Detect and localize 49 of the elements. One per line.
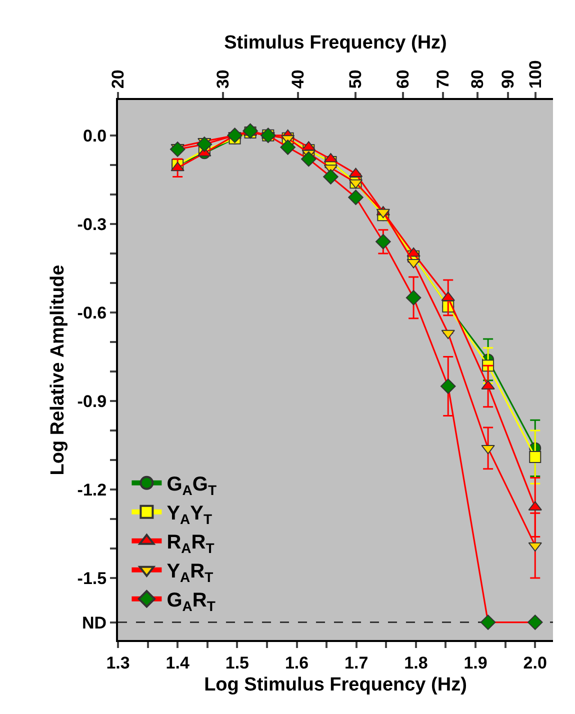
point — [227, 128, 242, 144]
x2-tick-label: 50 — [346, 70, 366, 89]
y-tick-label: -0.6 — [77, 303, 107, 322]
point — [376, 234, 391, 250]
x-tick-label: 1.6 — [284, 653, 309, 672]
x2-axis-title: Stimulus Frequency (Hz) — [224, 32, 447, 54]
y-tick-label: -1.5 — [77, 568, 107, 588]
y-tick-label: 0.0 — [82, 126, 107, 146]
point — [196, 136, 212, 152]
x2-tick-label: 30 — [214, 70, 233, 89]
x-tick-label: 2.0 — [523, 653, 547, 672]
point — [527, 614, 543, 630]
y-tick-label: -0.9 — [77, 392, 107, 411]
legend-label: R$_{A}$R$_{T}$ — [166, 532, 215, 556]
x2-tick-label: 70 — [433, 70, 452, 89]
legend-label: G$_{A}$G$_{T}$ — [166, 474, 217, 498]
y-tick-label: -0.3 — [77, 214, 107, 234]
point — [348, 190, 364, 206]
point — [406, 290, 422, 306]
legend-label: Y$_{A}$Y$_{T}$ — [166, 502, 213, 527]
point — [242, 123, 258, 139]
x2-tick-label: 80 — [468, 70, 488, 89]
x-tick-label: 1.9 — [464, 653, 488, 672]
x2-tick-label: 40 — [288, 70, 308, 89]
point — [481, 444, 495, 454]
point — [323, 169, 338, 184]
x2-tick-label: 60 — [393, 70, 412, 89]
legend-label: G$_{A}$R$_{T}$ — [166, 590, 216, 614]
legend-label: Y$_{A}$R$_{T}$ — [166, 560, 214, 585]
point — [301, 151, 316, 167]
y-tick-label: -1.2 — [77, 480, 107, 500]
x2-tick-label: 90 — [498, 70, 518, 89]
x-tick-label: 1.8 — [404, 653, 428, 672]
point — [170, 162, 184, 172]
y-tick-label: ND — [82, 613, 107, 632]
x-tick-label: 1.5 — [225, 653, 249, 672]
x-tick-label: 1.7 — [344, 653, 368, 672]
point — [441, 330, 455, 340]
point — [170, 142, 186, 157]
x-tick-label: 1.3 — [106, 653, 130, 672]
x-tick-label: 1.4 — [166, 653, 190, 672]
x2-tick-label: 20 — [108, 70, 128, 89]
point — [528, 542, 542, 552]
y-axis-title: Log Relative Amplitude — [48, 264, 69, 476]
x-axis-title: Log Stimulus Frequency (Hz) — [204, 674, 467, 696]
point — [529, 451, 542, 464]
point — [440, 378, 456, 394]
x2-tick-label: 100 — [526, 60, 545, 89]
point — [480, 614, 496, 630]
